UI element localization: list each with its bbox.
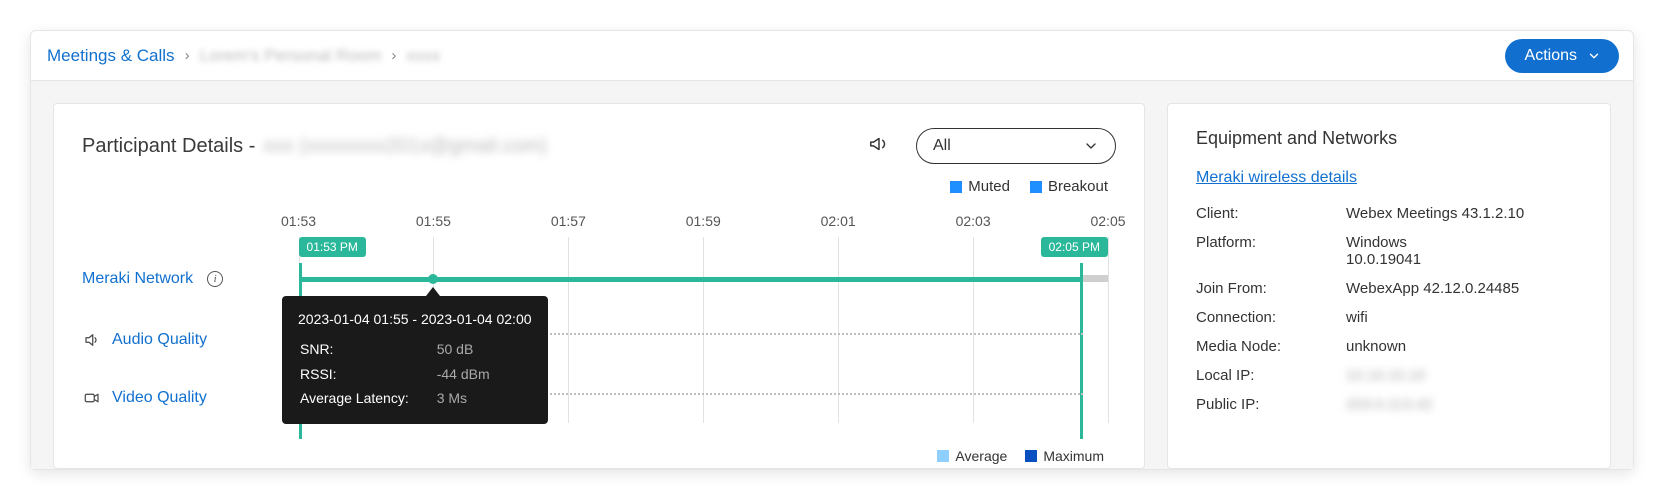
bar-line (299, 277, 1084, 282)
participant-title-prefix: Participant Details - (82, 135, 255, 158)
breadcrumb-sep: › (391, 47, 396, 64)
legend-item: Muted (950, 178, 1010, 195)
row-label-text: Video Quality (112, 389, 207, 407)
plot-area: 01:5301:5501:5701:5902:0102:0302:05 01:5… (282, 213, 1108, 423)
kv-key: Client: (1196, 205, 1346, 222)
participant-details-card: Participant Details - xxx (xxxxxxxx201x@… (53, 103, 1145, 469)
kv-row: Join From:WebexApp 42.12.0.24485 (1196, 280, 1582, 297)
legend-swatch (1030, 181, 1042, 193)
kv-key: Join From: (1196, 280, 1346, 297)
time-tick: 01:53 (281, 213, 316, 229)
kv-key: Media Node: (1196, 338, 1346, 355)
row-label-text: Meraki Network (82, 270, 193, 288)
time-badge: 01:53 PM (299, 237, 366, 257)
kv-key: Local IP: (1196, 367, 1346, 384)
time-badge: 02:05 PM (1041, 237, 1108, 257)
time-tick: 02:03 (956, 213, 991, 229)
tooltip-header: 2023-01-04 01:55 - 2023-01-04 02:00 (298, 308, 532, 330)
bar-end (1080, 263, 1083, 439)
time-tick: 02:01 (821, 213, 856, 229)
gridline (973, 237, 974, 423)
tooltip-caret (426, 287, 440, 296)
filter-dropdown[interactable]: All (916, 128, 1116, 164)
megaphone-icon[interactable] (868, 133, 890, 160)
row-label-meraki[interactable]: Meraki Network i (82, 247, 272, 311)
kv-key: Connection: (1196, 309, 1346, 326)
info-icon[interactable]: i (207, 271, 223, 287)
chevron-down-icon (1083, 138, 1099, 154)
meraki-wireless-link[interactable]: Meraki wireless details (1196, 169, 1357, 187)
gridline (568, 237, 569, 423)
legend-label: Breakout (1048, 178, 1108, 195)
kv-row: Public IP:203.0.113.42 (1196, 396, 1582, 413)
row-label-text: Audio Quality (112, 331, 207, 349)
legend-label: Muted (968, 178, 1010, 195)
legend-top: Muted Breakout (82, 178, 1108, 195)
tooltip-table: SNR:50 dBRSSI:-44 dBmAverage Latency:3 M… (298, 336, 492, 411)
legend-swatch (950, 181, 962, 193)
time-tick: 01:55 (416, 213, 451, 229)
kv-row: Client:Webex Meetings 43.1.2.10 (1196, 205, 1582, 222)
timeline-marker[interactable] (428, 274, 438, 284)
participant-name-blur: xxx (xxxxxxxx201x@gmail.com) (263, 135, 547, 158)
kv-key: Public IP: (1196, 396, 1346, 413)
kv-row: Connection:wifi (1196, 309, 1582, 326)
row-labels: Meraki Network i Audio Quality Video Qualit… (82, 247, 272, 427)
kv-value: 203.0.113.42 (1346, 396, 1432, 413)
time-ticks: 01:5301:5501:5701:5902:0102:0302:05 (282, 213, 1108, 237)
kv-row: Media Node:unknown (1196, 338, 1582, 355)
time-tick: 01:57 (551, 213, 586, 229)
kv-value: wifi (1346, 309, 1368, 326)
kv-value: WebexApp 42.12.0.24485 (1346, 280, 1519, 297)
breadcrumb-blur-2: xxxx (406, 46, 440, 66)
bar-tail (1083, 275, 1108, 282)
breadcrumb-sep: › (185, 47, 190, 64)
equipment-title: Equipment and Networks (1196, 128, 1582, 149)
breadcrumb-bar: Meetings & Calls › Lorem's Personal Room… (31, 31, 1633, 81)
timeline-tooltip: 2023-01-04 01:55 - 2023-01-04 02:00 SNR:5… (282, 296, 548, 424)
legend-item: Average (937, 448, 1007, 464)
legend-label: Average (955, 448, 1007, 464)
breadcrumb-blur-1: Lorem's Personal Room (200, 46, 382, 66)
kv-list: Client:Webex Meetings 43.1.2.10Platform:… (1196, 205, 1582, 413)
legend-swatch (937, 450, 949, 462)
legend-swatch (1025, 450, 1037, 462)
chevron-down-icon (1587, 49, 1601, 63)
row-label-video[interactable]: Video Quality (82, 369, 272, 427)
kv-row: Platform:Windows10.0.19041 (1196, 234, 1582, 268)
kv-value: Webex Meetings 43.1.2.10 (1346, 205, 1524, 222)
time-tick: 02:05 (1090, 213, 1125, 229)
participant-header: Participant Details - xxx (xxxxxxxx201x@… (82, 128, 1116, 164)
gridline (703, 237, 704, 423)
row-label-audio[interactable]: Audio Quality (82, 311, 272, 369)
kv-value: unknown (1346, 338, 1406, 355)
page-card: Meetings & Calls › Lorem's Personal Room… (30, 30, 1634, 470)
kv-row: Local IP:10.10.10.10 (1196, 367, 1582, 384)
speaker-icon (83, 331, 101, 349)
legend-item: Maximum (1025, 448, 1104, 464)
timeline-chart: Meraki Network i Audio Quality Video Qualit… (82, 213, 1116, 423)
content-area: Participant Details - xxx (xxxxxxxx201x@… (31, 81, 1633, 469)
time-tick: 01:59 (686, 213, 721, 229)
kv-key: Platform: (1196, 234, 1346, 268)
actions-button[interactable]: Actions (1505, 39, 1619, 73)
dropdown-selected: All (933, 137, 951, 155)
equipment-networks-card: Equipment and Networks Meraki wireless d… (1167, 103, 1611, 469)
gridline (838, 237, 839, 423)
actions-label: Actions (1525, 47, 1577, 65)
legend-item: Breakout (1030, 178, 1108, 195)
kv-value: 10.10.10.10 (1346, 367, 1425, 384)
meraki-bar (299, 271, 1084, 289)
breadcrumb-root[interactable]: Meetings & Calls (47, 46, 175, 66)
camera-icon (83, 389, 101, 407)
gridline (1108, 237, 1109, 423)
legend-label: Maximum (1043, 448, 1104, 464)
kv-value: Windows10.0.19041 (1346, 234, 1421, 268)
legend-bottom: Average Maximum (937, 448, 1104, 464)
